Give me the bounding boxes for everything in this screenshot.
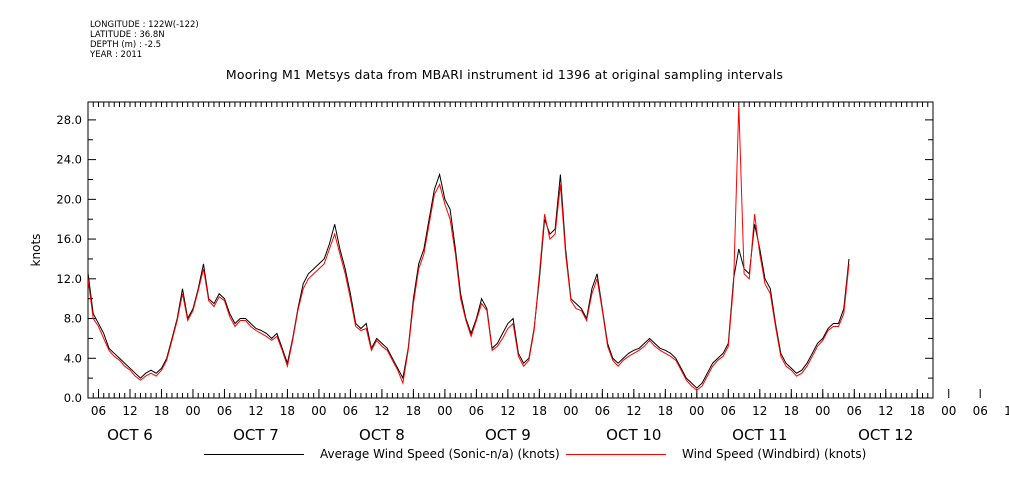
x-day-label: OCT 7 <box>233 426 279 444</box>
x-hour-tick-label: 12 <box>878 404 893 418</box>
x-hour-tick-label: 06 <box>973 404 988 418</box>
x-hour-tick-label: 18 <box>658 404 673 418</box>
x-hour-tick-label: 00 <box>941 404 956 418</box>
x-hour-tick-label: 06 <box>595 404 610 418</box>
metadata-block: LONGITUDE : 122W(-122) LATITUDE : 36.8N … <box>90 20 199 60</box>
y-axis-label: knots <box>29 234 43 267</box>
chart-title: Mooring M1 Metsys data from MBARI instru… <box>225 67 784 82</box>
x-hour-tick-label: 00 <box>311 404 326 418</box>
x-hour-tick-label: 06 <box>91 404 106 418</box>
x-hour-tick-label: 18 <box>910 404 925 418</box>
x-day-label: OCT 12 <box>858 426 913 444</box>
x-hour-tick-label: 12 <box>752 404 767 418</box>
x-hour-tick-label: 06 <box>343 404 358 418</box>
y-tick-label: 28.0 <box>56 113 82 127</box>
x-day-label: OCT 10 <box>606 426 661 444</box>
y-tick-label: 0.0 <box>64 391 82 405</box>
x-day-label: OCT 6 <box>107 426 153 444</box>
y-tick-label: 24.0 <box>56 153 82 167</box>
x-hour-tick-label: 12 <box>248 404 263 418</box>
legend-item-average-wind: Average Wind Speed (Sonic-n/a) (knots) <box>204 447 560 461</box>
x-hour-tick-label: 06 <box>721 404 736 418</box>
x-hour-tick-label: 12 <box>122 404 137 418</box>
legend-label-average-wind: Average Wind Speed (Sonic-n/a) (knots) <box>320 447 560 461</box>
series-line-windbird-wind-speed <box>88 104 850 391</box>
x-hour-tick-label: 00 <box>185 404 200 418</box>
legend-item-windbird: Wind Speed (Windbird) (knots) <box>566 447 866 461</box>
x-hour-tick-label: 00 <box>689 404 704 418</box>
x-hour-tick-label: 00 <box>563 404 578 418</box>
x-hour-tick-label: 12 <box>626 404 641 418</box>
x-day-label: OCT 8 <box>359 426 405 444</box>
x-hour-tick-label: 06 <box>847 404 862 418</box>
y-tick-label: 20.0 <box>56 192 82 206</box>
series-line-average-wind-speed <box>88 172 850 389</box>
x-day-label: OCT 11 <box>732 426 787 444</box>
depth-label: DEPTH (m) : -2.5 <box>90 40 162 50</box>
y-tick-label: 16.0 <box>56 232 82 246</box>
y-tick-label: 8.0 <box>64 312 82 326</box>
longitude-label: LONGITUDE : 122W(-122) <box>90 20 199 30</box>
legend-swatch-average-wind <box>204 454 304 455</box>
x-hour-tick-label: 18 <box>532 404 547 418</box>
x-hour-tick-label: 18 <box>784 404 799 418</box>
x-hour-tick-label: 12 <box>1004 404 1009 418</box>
x-hour-tick-label: 00 <box>437 404 452 418</box>
legend-label-windbird: Wind Speed (Windbird) (knots) <box>682 447 867 461</box>
latitude-label: LATITUDE : 36.8N <box>90 30 165 40</box>
x-hour-tick-label: 06 <box>469 404 484 418</box>
x-hour-tick-label: 12 <box>500 404 515 418</box>
legend-swatch-windbird <box>566 454 666 455</box>
x-hour-tick-label: 06 <box>217 404 232 418</box>
x-hour-tick-label: 18 <box>280 404 295 418</box>
x-hour-tick-label: 12 <box>374 404 389 418</box>
x-hour-tick-label: 00 <box>815 404 830 418</box>
y-tick-label: 12.0 <box>56 272 82 286</box>
x-day-label: OCT 9 <box>485 426 531 444</box>
y-tick-label: 4.0 <box>64 351 82 365</box>
year-label: YEAR : 2011 <box>90 50 143 60</box>
plot-frame <box>87 101 934 399</box>
x-hour-tick-label: 18 <box>154 404 169 418</box>
x-hour-tick-label: 18 <box>406 404 421 418</box>
